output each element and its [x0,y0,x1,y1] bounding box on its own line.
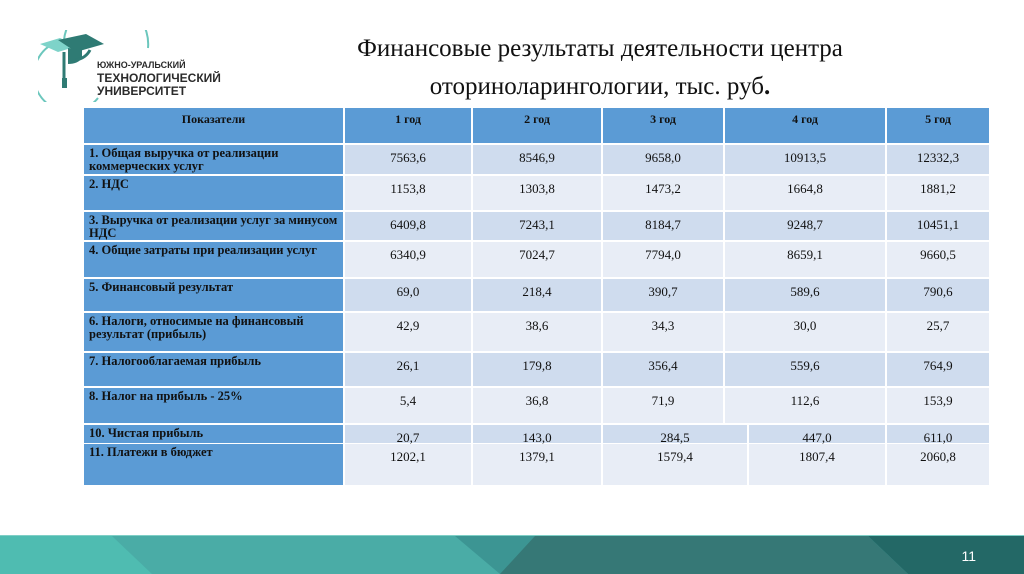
table-cell-year-3: 34,3 [603,313,723,351]
table-cell-year-5: 764,9 [887,353,989,386]
table-cell-year-1: 42,9 [345,313,471,351]
table-cell-year-1: 26,1 [345,353,471,386]
table-cell-year-2: 179,8 [473,353,601,386]
table-cell-year-1: 7563,6 [345,145,471,174]
table-cell-year-1: 6340,9 [345,242,471,277]
table-cell-year-4: 9248,7 [725,212,885,240]
table-cell-year-2: 1379,1 [473,444,601,485]
page-number: 11 [961,548,976,564]
table-cell-year-5: 611,0 [887,425,989,444]
table-cell-year-1: 6409,8 [345,212,471,240]
header-year-1: 1 год [345,108,471,143]
table-cell-year-4: 1807,4 [749,444,885,485]
row-label: 7. Налогооблагаемая прибыль [84,353,343,386]
row-label: 4. Общие затраты при реализации услуг [84,242,343,277]
header-year-5: 5 год [887,108,989,143]
header-indicators: Показатели [84,108,343,143]
table-cell-year-5: 2060,8 [887,444,989,485]
row-label: 1. Общая выручка от реализации коммерчес… [84,145,343,174]
title-line2-text: оториноларингологии, тыс. руб [429,73,764,100]
table-cell-year-2: 7024,7 [473,242,601,277]
row-label: 3. Выручка от реализации услуг за минусо… [84,212,343,240]
table-cell-year-2: 218,4 [473,279,601,311]
table-cell-year-4: 589,6 [725,279,885,311]
table-cell-year-2: 36,8 [473,388,601,423]
row-label: 6. Налоги, относимые на финансовый резул… [84,313,343,351]
table-cell-year-2: 1303,8 [473,176,601,210]
table-cell-year-3: 284,5 [603,425,747,444]
table-cell-year-4: 10913,5 [725,145,885,174]
row-label: 8. Налог на прибыль - 25% [84,388,343,423]
logo-text-line1: ЮЖНО-УРАЛЬСКИЙ [97,60,186,70]
row-label: 2. НДС [84,176,343,210]
table-cell-year-5: 790,6 [887,279,989,311]
table-cell-year-5: 12332,3 [887,145,989,174]
logo-text-line3: УНИВЕРСИТЕТ [97,84,187,98]
table-cell-year-2: 8546,9 [473,145,601,174]
title-dot: . [763,73,771,100]
table-cell-year-3: 8184,7 [603,212,723,240]
header-year-3: 3 год [603,108,723,143]
table-cell-year-5: 9660,5 [887,242,989,277]
row-label: 10. Чистая прибыль [84,425,343,443]
table-cell-year-4: 8659,1 [725,242,885,277]
table-cell-year-3: 1473,2 [603,176,723,210]
header-year-2: 2 год [473,108,601,143]
table-cell-year-3: 356,4 [603,353,723,386]
table-cell-year-4: 112,6 [725,388,885,423]
table-cell-year-4: 30,0 [725,313,885,351]
table-cell-year-2: 143,0 [473,425,601,444]
row-label: 5. Финансовый результат [84,279,343,311]
table-cell-year-1: 20,7 [345,425,471,444]
header-year-4: 4 год [725,108,885,143]
slide-title: Финансовые результаты деятельности центр… [290,30,910,106]
table-cell-year-3: 1579,4 [603,444,747,485]
table-cell-year-3: 9658,0 [603,145,723,174]
footer-decorative-band [0,536,1024,574]
table-cell-year-5: 153,9 [887,388,989,423]
table-cell-year-5: 10451,1 [887,212,989,240]
table-cell-year-4: 447,0 [749,425,885,444]
table-cell-year-3: 390,7 [603,279,723,311]
table-cell-year-2: 38,6 [473,313,601,351]
title-line1: Финансовые результаты деятельности центр… [357,35,843,62]
table-cell-year-3: 7794,0 [603,242,723,277]
table-cell-year-2: 7243,1 [473,212,601,240]
row-label: 11. Платежи в бюджет [84,444,343,485]
table-cell-year-5: 1881,2 [887,176,989,210]
table-cell-year-1: 1153,8 [345,176,471,210]
logo-text-line2: ТЕХНОЛОГИЧЕСКИЙ [97,71,221,85]
table-cell-year-4: 559,6 [725,353,885,386]
table-cell-year-5: 25,7 [887,313,989,351]
table-cell-year-1: 69,0 [345,279,471,311]
title-line2: оториноларингологии, тыс. руб. [290,68,910,106]
table-cell-year-3: 71,9 [603,388,723,423]
table-cell-year-1: 1202,1 [345,444,471,485]
table-cell-year-1: 5,4 [345,388,471,423]
table-cell-year-4: 1664,8 [725,176,885,210]
